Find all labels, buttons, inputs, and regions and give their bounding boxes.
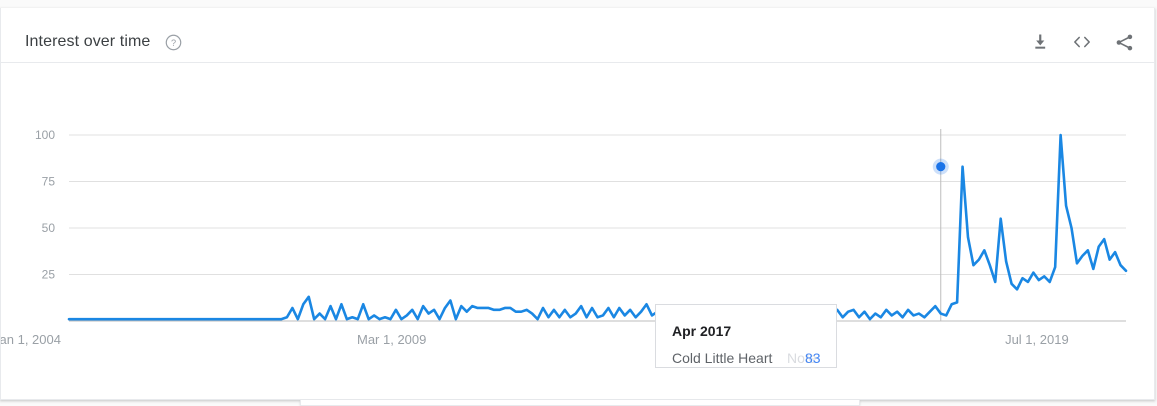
- svg-text:?: ?: [171, 38, 176, 48]
- hover-data-point: [932, 158, 949, 175]
- help-circle-icon[interactable]: ?: [165, 34, 182, 51]
- x-axis-tick-label: Mar 1, 2009: [357, 332, 426, 347]
- tooltip-note-label: Note: [787, 350, 817, 366]
- embed-code-icon: [1074, 36, 1090, 48]
- interest-over-time-card: Interest over time ?: [0, 8, 1155, 400]
- tooltip-value: 83: [805, 350, 821, 366]
- card-bottom-edge: [300, 400, 860, 406]
- header-actions: [1028, 30, 1136, 54]
- chart-tooltip: Apr 2017 Cold Little Heart Note 83: [655, 304, 837, 368]
- card-header: Interest over time ?: [1, 8, 1154, 63]
- page-title: Interest over time: [25, 33, 151, 50]
- share-button[interactable]: [1112, 30, 1136, 54]
- tooltip-series-row: Cold Little Heart Note 83: [672, 350, 830, 368]
- trend-line: [67, 133, 1128, 321]
- share-icon: [1116, 34, 1132, 50]
- gridlines: [69, 134, 1126, 275]
- tooltip-series-label: Cold Little Heart: [672, 350, 773, 366]
- y-axis-tick-label: 100: [35, 128, 55, 142]
- y-axis-tick-label: 25: [42, 268, 56, 282]
- embed-button[interactable]: [1070, 30, 1094, 54]
- hover-point[interactable]: [936, 162, 946, 172]
- y-axis-tick-label: 50: [42, 221, 56, 235]
- download-button[interactable]: [1028, 30, 1052, 54]
- x-axis-tick-label: Jan 1, 2004: [1, 332, 61, 347]
- download-icon: [1035, 34, 1046, 49]
- y-axis-tick-label: 75: [42, 175, 56, 189]
- x-axis-tick-label: Jul 1, 2019: [1005, 332, 1069, 347]
- tooltip-date: Apr 2017: [672, 323, 732, 339]
- y-axis-tick-labels: 25 50 75 100: [35, 128, 55, 282]
